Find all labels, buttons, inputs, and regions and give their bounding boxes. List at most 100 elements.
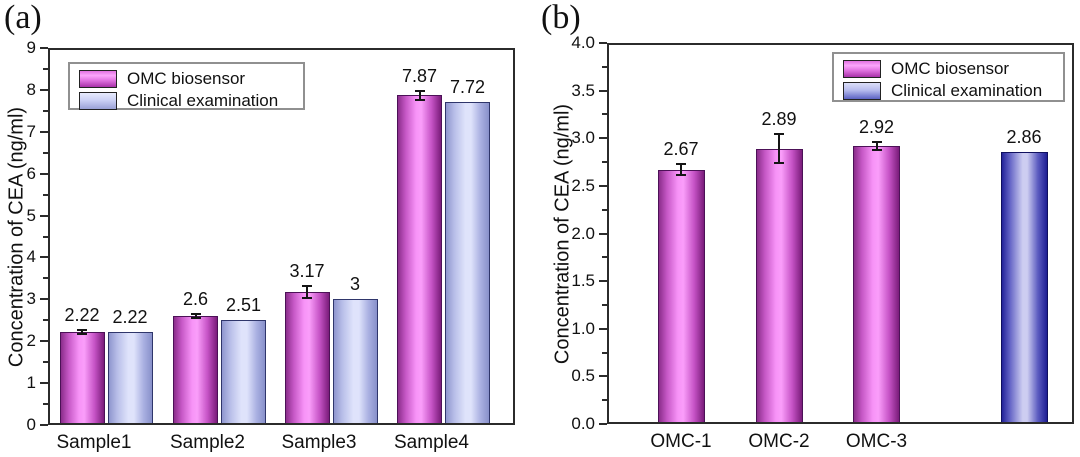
error-bar-cap-bottom [190, 316, 201, 319]
y-minor-tick [602, 256, 607, 259]
y-tick-label: 4.0 [571, 33, 595, 52]
error-bar-cap-top [676, 162, 686, 165]
y-tick-label: 3.0 [571, 128, 595, 148]
y-minor-tick [43, 193, 48, 196]
y-minor-tick [43, 151, 48, 154]
y-minor-tick [43, 277, 48, 280]
bar-blue_light [332, 299, 378, 423]
y-major-tick [599, 137, 607, 140]
value-label: 3.17 [289, 261, 325, 282]
y-major-tick [599, 89, 607, 92]
legend: OMC biosensor Clinical examination [832, 52, 1065, 102]
y-major-tick [40, 424, 48, 426]
error-bar-cap-bottom [774, 162, 784, 164]
legend-swatch-magenta [79, 69, 117, 88]
bar-magenta [173, 316, 218, 423]
legend-label: OMC biosensor [891, 58, 1010, 78]
y-major-tick [40, 172, 48, 175]
error-bar-cap-bottom [676, 174, 686, 177]
error-bar-line [680, 163, 682, 176]
x-tick-label: OMC-3 [845, 431, 908, 452]
y-tick-label: 0.5 [571, 366, 595, 386]
y-tick-label: 6 [26, 163, 36, 183]
y-tick-label: 8 [26, 79, 36, 99]
x-tick-label: Sample2 [170, 432, 245, 453]
y-axis-title-a: Concentration of CEA (ng/ml) [5, 106, 28, 368]
y-tick-label: 9 [26, 38, 36, 57]
y-minor-tick [43, 319, 48, 322]
y-minor-tick [43, 109, 48, 112]
bar-blue_dark [1000, 151, 1048, 422]
y-tick-label: 1.0 [571, 318, 595, 338]
y-tick-label: 7 [26, 121, 36, 141]
bar-magenta [755, 148, 803, 422]
error-bar-line [778, 134, 780, 163]
value-label: 2.92 [858, 117, 895, 138]
panel-label-b: (b) [541, 0, 581, 36]
legend-label: Clinical examination [127, 90, 279, 110]
y-major-tick [599, 423, 607, 425]
error-bar-cap-top [190, 313, 201, 316]
y-tick-label: 0 [26, 415, 36, 434]
y-minor-tick [602, 399, 607, 402]
legend-swatch-blue_dark [843, 81, 881, 100]
x-tick-label: Sample1 [56, 432, 132, 453]
y-minor-tick [602, 113, 607, 116]
y-minor-tick [602, 208, 607, 211]
bar-magenta [657, 169, 705, 422]
legend-label: Clinical examination [891, 80, 1043, 100]
y-major-tick [599, 375, 607, 378]
value-label: 2.67 [663, 138, 699, 159]
y-tick-label: 2.0 [571, 223, 595, 243]
y-tick-label: 5 [26, 205, 36, 225]
error-bar-cap-bottom [871, 148, 882, 151]
y-minor-tick [43, 235, 48, 238]
x-tick-label: Sample3 [281, 432, 357, 453]
y-major-tick [599, 280, 607, 283]
error-bar-line [194, 314, 197, 318]
error-bar-line [81, 329, 83, 335]
value-label: 2.22 [112, 307, 148, 327]
legend-row: OMC biosensor [843, 58, 1063, 79]
value-label: 2.51 [225, 294, 262, 315]
value-label: 2.89 [761, 109, 797, 130]
error-bar-line [306, 286, 308, 299]
y-minor-tick [602, 303, 607, 306]
y-tick-label: 2.5 [571, 175, 595, 195]
panel-label-a: (a) [4, 0, 42, 36]
y-minor-tick [43, 67, 48, 70]
value-label: 2.22 [64, 304, 100, 325]
x-tick-label: OMC-2 [748, 431, 810, 452]
bar-blue_light [221, 319, 266, 423]
legend-row: OMC biosensor [79, 68, 303, 89]
y-tick-label: 2 [26, 331, 36, 351]
y-major-tick [40, 298, 48, 301]
legend-row: Clinical examination [843, 80, 1063, 101]
plot-frame [48, 48, 515, 425]
y-major-tick [599, 327, 607, 330]
legend-row: Clinical examination [79, 90, 303, 111]
legend-swatch-magenta [843, 59, 881, 78]
y-tick-label: 1 [26, 373, 36, 393]
y-major-tick [40, 47, 48, 49]
y-major-tick [40, 130, 48, 133]
error-bar-cap-bottom [77, 333, 87, 336]
error-bar-cap-top [302, 285, 312, 288]
y-tick-label: 3.5 [571, 80, 595, 100]
value-label: 7.87 [401, 66, 438, 87]
y-major-tick [599, 184, 607, 187]
y-tick-label: 4 [26, 247, 36, 267]
bar-blue_light [107, 332, 153, 423]
y-major-tick [40, 214, 48, 217]
y-minor-tick [43, 361, 48, 364]
error-bar-cap-top [77, 328, 87, 331]
error-bar-cap-top [871, 141, 882, 144]
plot-frame [607, 43, 1074, 424]
bar-magenta [853, 145, 900, 422]
value-label: 7.72 [449, 76, 486, 97]
y-tick-label: 0.0 [571, 414, 595, 433]
y-tick-label: 3 [26, 289, 36, 309]
y-major-tick [40, 340, 48, 343]
bar-magenta [397, 95, 442, 423]
